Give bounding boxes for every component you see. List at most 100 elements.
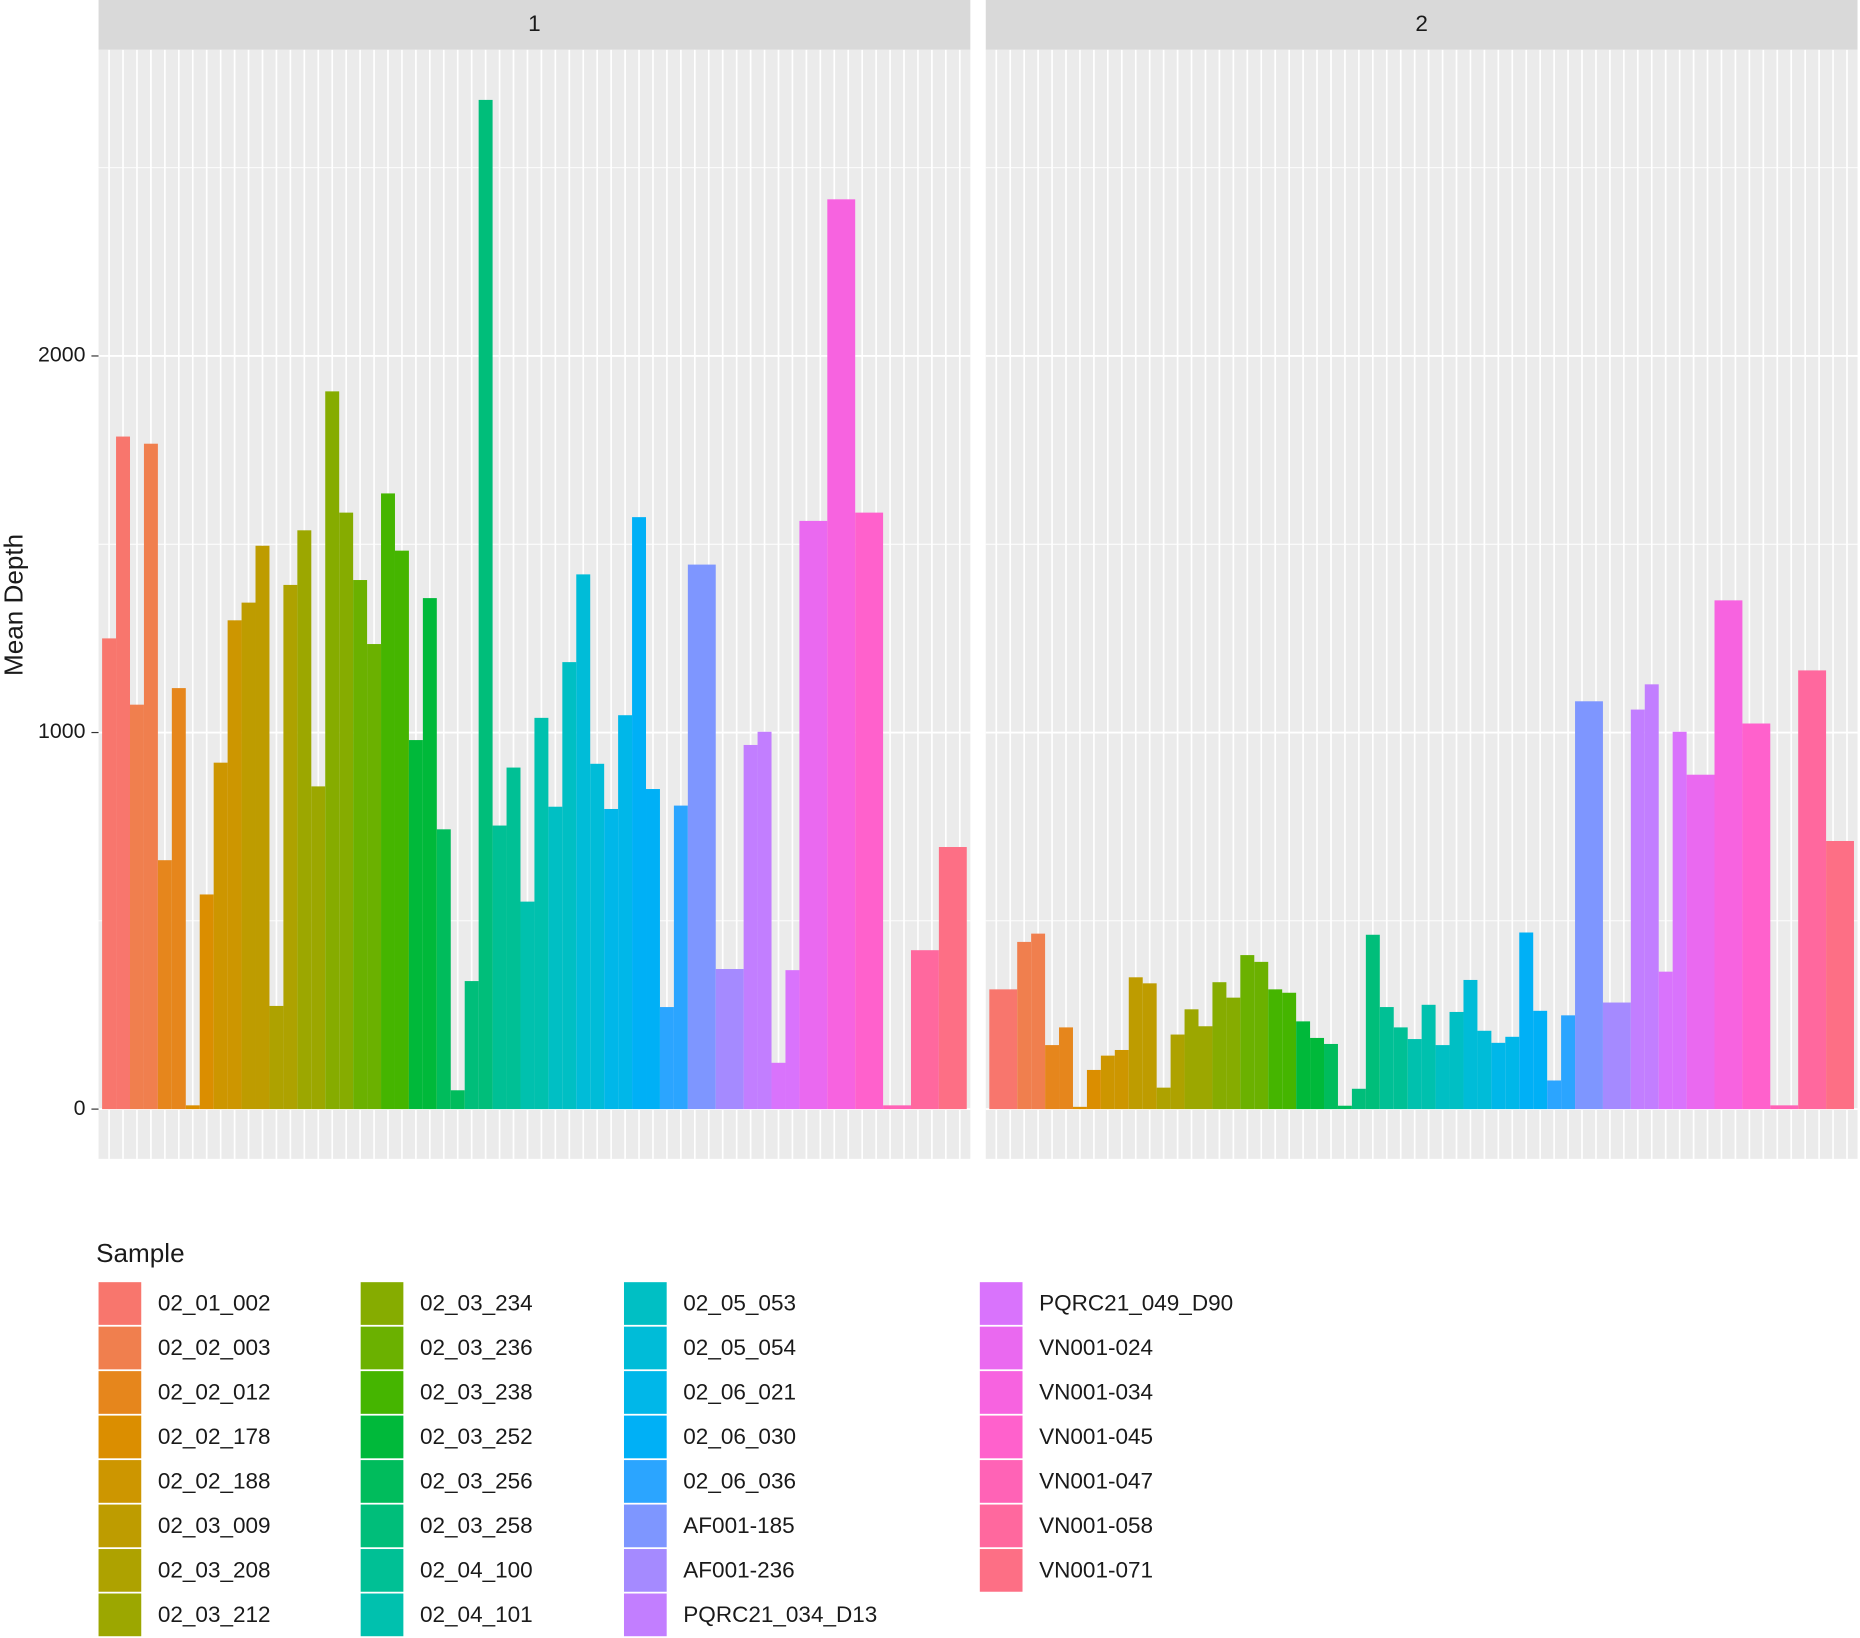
bar [143,443,158,1110]
bar [520,901,535,1110]
bar [1351,1088,1366,1110]
legend-label: 02_03_009 [158,1513,271,1538]
bar [1533,1010,1548,1110]
bar [1491,1042,1506,1110]
bar [199,894,214,1110]
bar [102,638,117,1110]
y-tick-label: 1000 [38,719,86,743]
bar [339,512,354,1110]
bar [576,574,591,1110]
bar [618,715,633,1110]
bar [785,970,800,1110]
bar [1114,1049,1129,1110]
legend-key [623,1460,667,1503]
bar [1017,941,1032,1110]
legend-key [360,1415,404,1459]
legend-label: 02_01_002 [158,1291,271,1316]
bar [1505,1036,1520,1110]
bar [408,740,423,1110]
legend-key [360,1371,404,1414]
bar [1296,1021,1311,1110]
bar [1226,997,1241,1110]
y-axis-title: Mean Depth [0,534,28,676]
bar [771,1062,786,1110]
bar [1240,955,1255,1110]
legend-label: 02_02_012 [158,1380,271,1405]
bar [353,580,368,1110]
legend-key [979,1371,1023,1414]
legend-label: 02_03_208 [158,1558,271,1583]
bar [989,989,1018,1110]
bar [534,717,549,1110]
bar [938,847,967,1110]
bar [1254,961,1269,1110]
legend-label: 02_02_003 [158,1335,271,1360]
bar [1435,1045,1450,1110]
bar [743,744,758,1110]
bar [1324,1043,1338,1110]
bar [1184,1009,1199,1110]
bar [506,767,521,1110]
legend-label: 02_06_036 [683,1469,796,1494]
bar [157,860,172,1110]
legend-key [98,1282,142,1325]
legend-label: 02_03_236 [420,1335,533,1360]
bar [1212,982,1227,1110]
bar [381,493,395,1110]
bar [687,564,716,1110]
bar [1282,992,1297,1110]
legend-label: 02_03_256 [420,1469,533,1494]
bar [757,731,772,1110]
bar [478,99,493,1110]
bar [450,1090,465,1110]
strip [98,0,971,50]
legend-label: AF001-236 [683,1558,794,1583]
bar [1407,1039,1422,1110]
bar [1379,1007,1394,1110]
bar [1393,1027,1408,1110]
bar [1310,1037,1325,1110]
bar [129,704,144,1110]
legend-key [623,1504,667,1548]
legend-label: PQRC21_049_D90 [1039,1291,1233,1316]
bar [910,950,939,1110]
strip [985,0,1858,50]
legend-key [360,1460,404,1503]
legend-key [979,1415,1023,1459]
legend-key [623,1593,667,1637]
bar [1561,1015,1576,1110]
bar [1100,1055,1115,1110]
legend-key [360,1326,404,1370]
bar [1658,971,1673,1110]
legend-label: VN001-034 [1039,1380,1153,1405]
legend-key [360,1504,404,1548]
legend-key [360,1549,404,1592]
legend-label: 02_05_053 [683,1291,796,1316]
bar [283,584,298,1110]
bar [673,805,688,1110]
legend-key [979,1282,1023,1325]
legend-key [623,1415,667,1459]
bar [116,436,130,1110]
bar [604,808,619,1110]
y-tick-label: 0 [74,1096,86,1120]
bar [325,391,340,1110]
legend-key [623,1326,667,1370]
bar [1421,1004,1436,1110]
bar [1128,977,1143,1110]
legend-label: PQRC21_034_D13 [683,1602,877,1627]
bar [1644,684,1659,1110]
bar [1547,1080,1562,1110]
facet-label: 2 [1415,11,1428,36]
legend-key [979,1460,1023,1503]
legend-key [360,1282,404,1325]
legend-key [623,1282,667,1325]
bar [799,520,828,1110]
bar [492,825,507,1110]
bar [1198,1026,1213,1110]
bar [855,512,884,1110]
bar [1045,1045,1060,1110]
legend-key [98,1460,142,1503]
bar [1170,1034,1185,1110]
bar [590,763,605,1110]
